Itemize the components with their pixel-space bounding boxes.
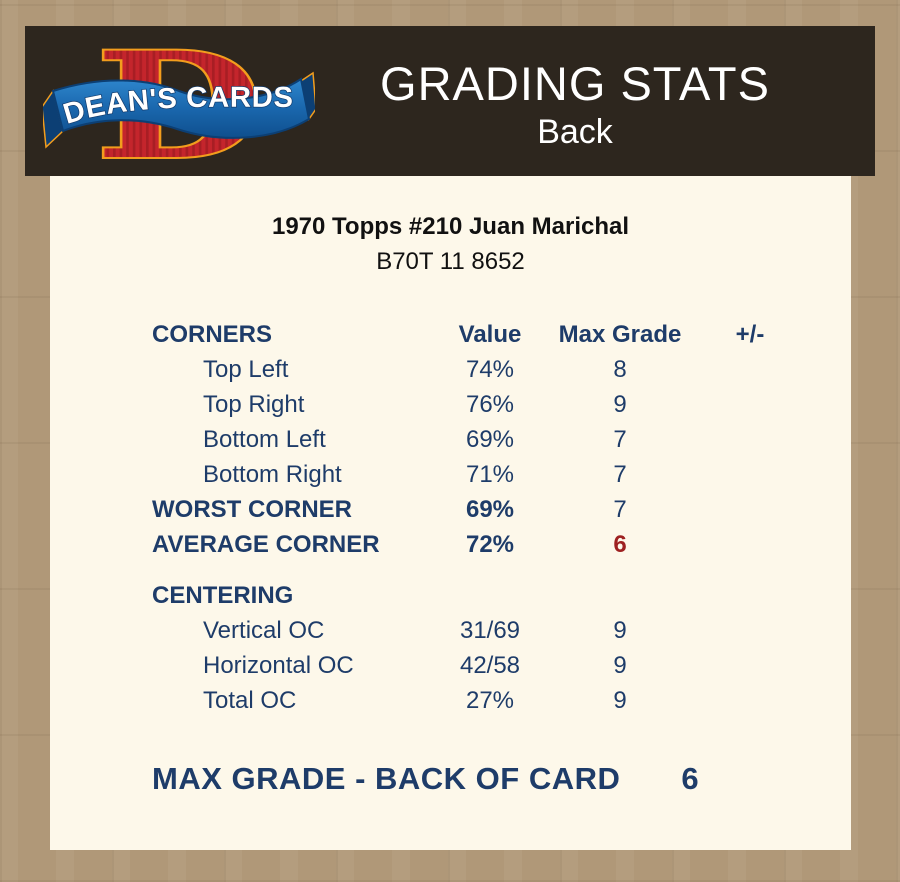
- max-grade-column-header: Max Grade: [558, 320, 682, 348]
- row-grade: 7: [613, 495, 627, 523]
- card-serial: B70T 11 8652: [376, 248, 525, 275]
- page-subtitle: Back: [537, 113, 613, 151]
- row-label: Top Right: [203, 390, 305, 418]
- table-row: Top Left 74% 8: [152, 352, 851, 387]
- row-grade: 9: [613, 686, 627, 714]
- row-grade-alert: 6: [613, 530, 627, 558]
- table-row: Top Right 76% 9: [152, 387, 851, 422]
- deans-cards-logo-art: D DEAN'S CARDS: [41, 18, 317, 194]
- max-grade-row: MAX GRADE - BACK OF CARD 6: [152, 756, 851, 802]
- value-column-header: Value: [458, 320, 522, 348]
- grading-table: CORNERS Value Max Grade +/- Top Left 74%…: [152, 317, 851, 718]
- table-row: Bottom Right 71% 7: [152, 457, 851, 492]
- row-value: 27%: [465, 686, 515, 714]
- row-value: 72%: [465, 530, 515, 558]
- deans-cards-logo[interactable]: D DEAN'S CARDS: [41, 18, 317, 194]
- row-grade: 9: [613, 390, 627, 418]
- corners-section-header: CORNERS: [152, 320, 273, 348]
- header-banner: D DEAN'S CARDS GRADING STATS Back: [25, 18, 875, 194]
- row-label: Vertical OC: [203, 616, 325, 644]
- row-label: AVERAGE CORNER: [152, 530, 380, 558]
- table-row: Bottom Left 69% 7: [152, 422, 851, 457]
- row-grade: 9: [613, 651, 627, 679]
- worst-corner-row: WORST CORNER 69% 7: [152, 492, 851, 527]
- card-title: 1970 Topps #210 Juan Marichal: [271, 213, 630, 240]
- centering-section-header: CENTERING: [152, 581, 294, 609]
- row-grade: 7: [613, 460, 627, 488]
- max-grade-label: MAX GRADE - BACK OF CARD: [152, 761, 621, 796]
- row-value: 69%: [465, 495, 515, 523]
- table-row: Total OC 27% 9: [152, 683, 851, 718]
- table-row: Vertical OC 31/69 9: [152, 613, 851, 648]
- row-value: 31/69: [459, 616, 521, 644]
- row-label: Total OC: [203, 686, 297, 714]
- row-label: Bottom Right: [203, 460, 342, 488]
- table-row: Horizontal OC 42/58 9: [152, 648, 851, 683]
- max-grade-value: 6: [681, 761, 699, 796]
- row-value: 71%: [465, 460, 515, 488]
- header-titles: GRADING STATS Back: [315, 49, 875, 153]
- row-grade: 7: [613, 425, 627, 453]
- table-header-row: CORNERS Value Max Grade +/-: [152, 317, 851, 352]
- average-corner-row: AVERAGE CORNER 72% 6: [152, 527, 851, 562]
- logo-ribbon-icon: DEAN'S CARDS: [41, 71, 317, 149]
- row-value: 42/58: [459, 651, 521, 679]
- row-label: Bottom Left: [203, 425, 326, 453]
- grading-panel: 1970 Topps #210 Juan Marichal B70T 11 86…: [50, 176, 851, 850]
- row-label: Top Left: [203, 355, 289, 383]
- centering-header-row: CENTERING: [152, 578, 851, 613]
- row-value: 69%: [465, 425, 515, 453]
- row-label: WORST CORNER: [152, 495, 352, 523]
- row-grade: 9: [613, 616, 627, 644]
- plus-minus-column-header: +/-: [735, 320, 765, 348]
- section-gap: [152, 562, 851, 578]
- row-value: 76%: [465, 390, 515, 418]
- row-label: Horizontal OC: [203, 651, 354, 679]
- row-value: 74%: [465, 355, 515, 383]
- row-grade: 8: [613, 355, 627, 383]
- page-title: GRADING STATS: [380, 57, 770, 110]
